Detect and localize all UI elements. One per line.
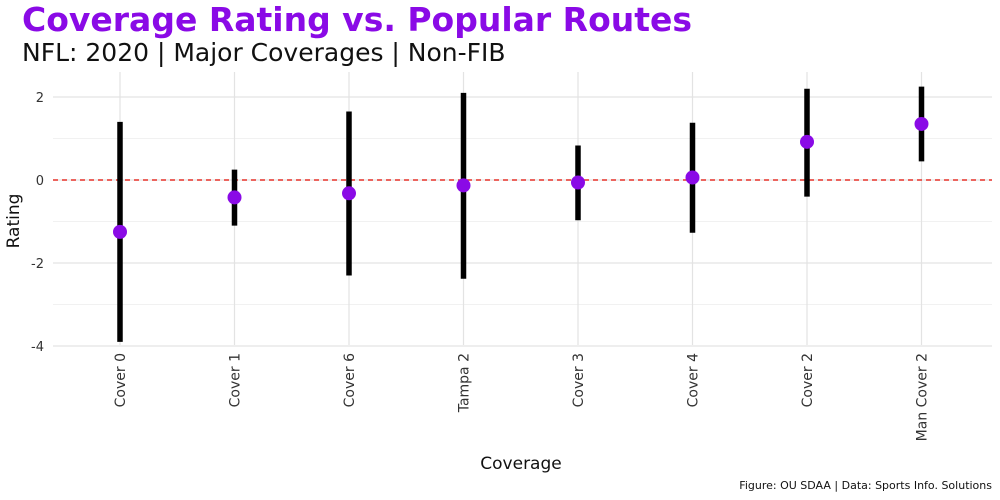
rating-point-5 xyxy=(685,170,700,185)
x-tick-label: Cover 4 xyxy=(686,353,702,407)
rating-point-3 xyxy=(456,178,471,193)
x-tick-label: Cover 6 xyxy=(342,353,358,407)
chart-title: Coverage Rating vs. Popular Routes xyxy=(22,0,693,39)
x-tick-label: Tampa 2 xyxy=(457,353,473,413)
rating-point-0 xyxy=(113,224,127,239)
chart-subtitle: NFL: 2020 | Major Coverages | Non-FIB xyxy=(22,38,506,67)
rating-point-2 xyxy=(342,186,356,201)
y-tick-label: 2 xyxy=(36,91,44,106)
chart-caption: Figure: OU SDAA | Data: Sports Info. Sol… xyxy=(739,479,992,492)
y-axis-title: Rating xyxy=(4,193,24,249)
rating-point-4 xyxy=(571,175,585,190)
y-tick-label: 0 xyxy=(36,174,44,189)
x-axis-title: Coverage xyxy=(480,454,562,474)
x-tick-label: Cover 3 xyxy=(571,353,587,407)
x-tick-label: Man Cover 2 xyxy=(915,353,931,441)
y-tick-label: -2 xyxy=(31,257,44,272)
rating-point-1 xyxy=(227,190,242,205)
x-tick-label: Cover 0 xyxy=(113,353,129,407)
rating-point-6 xyxy=(800,134,814,149)
rating-point-7 xyxy=(914,116,929,131)
x-tick-label: Cover 2 xyxy=(800,353,816,407)
y-tick-label: -4 xyxy=(31,340,44,355)
x-tick-label: Cover 1 xyxy=(228,353,244,407)
